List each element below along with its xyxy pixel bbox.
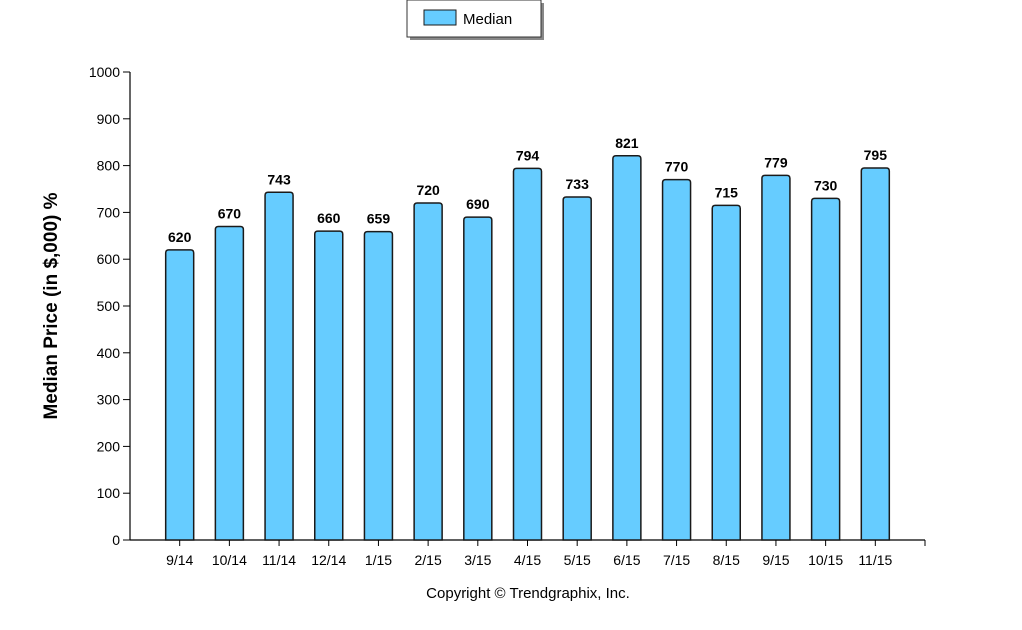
legend-swatch-median bbox=[423, 9, 457, 26]
x-tick-label: 6/15 bbox=[613, 552, 640, 568]
bar bbox=[612, 155, 642, 541]
bar bbox=[860, 167, 891, 541]
y-tick-label: 200 bbox=[97, 438, 121, 454]
x-axis-ticks: 9/14 10/14 11/14 12/14 1/15 2/15 3/15 4/15 5/15 6… bbox=[166, 540, 893, 568]
bar-value-label: 733 bbox=[566, 176, 590, 192]
bar bbox=[164, 249, 195, 541]
x-tick-label: 10/14 bbox=[212, 552, 247, 568]
bar bbox=[562, 196, 592, 541]
bar-value-label: 659 bbox=[367, 211, 391, 227]
y-tick-label: 300 bbox=[97, 392, 121, 408]
copyright-text: Copyright © Trendgraphix, Inc. bbox=[426, 585, 630, 602]
x-tick-label: 7/15 bbox=[663, 552, 690, 568]
legend-label-median: Median bbox=[463, 11, 512, 28]
bar bbox=[314, 230, 344, 541]
bar-value-label: 770 bbox=[665, 159, 689, 175]
bar-value-label: 779 bbox=[764, 154, 788, 170]
bar-value-label: 795 bbox=[864, 147, 888, 163]
x-tick-label: 12/14 bbox=[311, 552, 346, 568]
y-tick-label: 500 bbox=[97, 298, 121, 314]
y-tick-label: 400 bbox=[97, 345, 121, 361]
bar bbox=[463, 216, 493, 541]
bar-value-label: 821 bbox=[615, 135, 639, 151]
y-tick-label: 700 bbox=[97, 204, 121, 220]
bar-value-label: 690 bbox=[466, 196, 490, 212]
bar bbox=[264, 191, 294, 541]
bar-value-label: 670 bbox=[218, 205, 242, 221]
bar-value-label: 660 bbox=[317, 210, 341, 226]
y-axis-ticks: 0 100 200 300 400 500 600 700 800 900 1000 bbox=[89, 64, 130, 548]
x-tick-label: 3/15 bbox=[464, 552, 491, 568]
x-tick-label: 11/15 bbox=[858, 552, 892, 568]
bar bbox=[363, 230, 394, 541]
legend: Median bbox=[406, 0, 544, 40]
x-tick-label: 8/15 bbox=[713, 552, 740, 568]
y-tick-label: 0 bbox=[112, 532, 120, 548]
bar-value-label: 730 bbox=[814, 177, 838, 193]
x-tick-label: 4/15 bbox=[514, 552, 541, 568]
bar bbox=[661, 178, 692, 541]
y-tick-label: 100 bbox=[97, 485, 121, 501]
bar bbox=[214, 225, 245, 541]
bar-value-label: 720 bbox=[416, 182, 440, 198]
bar-value-label: 794 bbox=[516, 147, 540, 163]
x-tick-label: 2/15 bbox=[415, 552, 442, 568]
x-tick-label: 9/14 bbox=[166, 552, 193, 568]
bar bbox=[761, 174, 791, 541]
x-tick-label: 5/15 bbox=[564, 552, 591, 568]
bar bbox=[711, 204, 741, 541]
y-tick-label: 800 bbox=[97, 158, 121, 174]
x-tick-label: 10/15 bbox=[808, 552, 843, 568]
bar-value-label: 715 bbox=[715, 184, 739, 200]
bar-value-label: 620 bbox=[168, 229, 192, 245]
y-axis-title: Median Price (in $,000) % bbox=[41, 192, 62, 419]
y-tick-label: 600 bbox=[97, 251, 121, 267]
x-tick-label: 11/14 bbox=[262, 552, 296, 568]
bar-value-label: 743 bbox=[267, 171, 291, 187]
x-tick-label: 9/15 bbox=[762, 552, 789, 568]
bars: 620 670 743 660 659 720 690 794 733 821 770 715 779 7… bbox=[164, 135, 891, 541]
x-tick-label: 1/15 bbox=[365, 552, 392, 568]
y-tick-label: 900 bbox=[97, 111, 121, 127]
y-tick-label: 1000 bbox=[89, 64, 120, 80]
bar bbox=[810, 197, 841, 541]
bar bbox=[512, 167, 543, 541]
bar bbox=[413, 202, 443, 541]
